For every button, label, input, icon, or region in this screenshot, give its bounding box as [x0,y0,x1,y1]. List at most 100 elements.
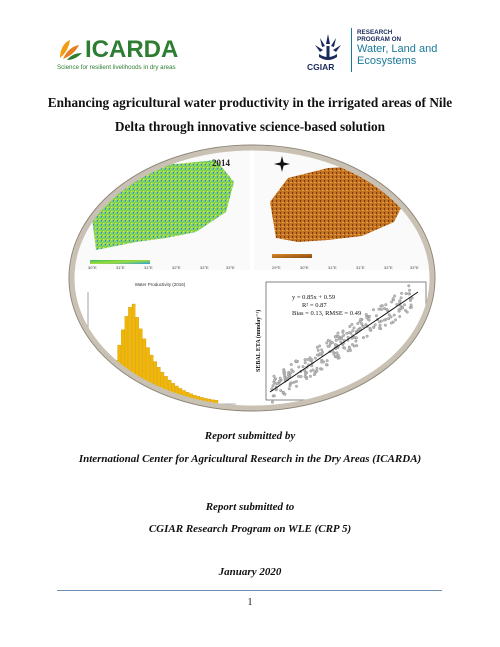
scatter-point [271,384,275,388]
scatter-point [315,369,319,373]
scatter-point [336,353,340,357]
scatter-point [283,392,287,396]
scatter-point [305,371,309,375]
scatter-point [378,326,381,330]
svg-text:32°E: 32°E [384,265,393,270]
histogram-bar [124,316,129,405]
scatter-point [378,320,382,324]
scatter-point [289,371,293,375]
scatter-point [320,360,324,364]
histogram-bar [149,354,154,405]
scatter-point [354,339,358,343]
scatter-point [310,358,314,362]
scatter-point [347,331,351,335]
scatter-point [310,364,314,368]
histogram-title: Water Productivity (2016) [135,282,186,287]
scatter-ylabel: SEBAL ETA (mmday⁻¹) [255,310,262,372]
scatter-point [312,373,316,377]
scatter-point [346,335,350,339]
histogram-bar [99,396,103,405]
scatter-point [387,317,391,321]
histogram-bar [103,391,107,405]
svg-text:32°E: 32°E [172,265,181,270]
svg-text:32°E: 32°E [200,265,209,270]
scatter-point [295,379,298,383]
scatter-point [405,310,409,314]
scatter-point [325,359,329,363]
scatter-point [305,377,309,381]
scatter-point [301,365,305,369]
scatter-point [373,323,377,327]
scatter-point [398,315,402,318]
scatter-point [281,391,285,394]
scatter-point [336,331,340,335]
scatter-point [289,381,293,385]
histogram-bar [157,367,161,405]
icarda-leaf-icon [60,40,82,60]
scatter-point [273,378,277,382]
scatter-point [404,308,407,312]
scatter-point [303,358,307,362]
scatter-point [294,359,298,363]
scatter-point [278,376,282,380]
scatter-point [349,348,352,352]
scatter-point [277,379,281,383]
footer-rule [57,590,442,591]
svg-text:33°E: 33°E [226,265,235,270]
scatter-point [389,315,393,319]
histogram-bar [135,317,139,405]
report-title: Enhancing agricultural water productivit… [47,95,453,134]
submitted-by-label: Report submitted by [204,430,296,442]
scatter-point [325,341,329,345]
cgiar-emblem-icon [315,34,341,60]
scatter-point [292,380,296,384]
scatter-point [313,356,317,360]
scatter-point [343,346,347,350]
scatter-point [321,350,325,354]
scatter-point [384,303,388,307]
scatter-point [334,335,337,339]
scatter-point [272,394,276,398]
svg-text:29°E: 29°E [272,265,281,270]
page-number: 1 [247,597,253,608]
scatter-point [326,338,330,342]
histogram-bar [95,400,100,405]
histogram-bar [142,338,147,405]
scatter-point [297,365,301,369]
histogram-bar [110,373,114,405]
scatter-point [364,312,368,316]
scatter-point [348,325,352,328]
scatter-point [316,348,320,352]
scatter-point [291,369,295,373]
scatter-point [309,369,313,373]
svg-text:30°E: 30°E [88,265,97,270]
program-line-2: PROGRAM ON [357,36,402,43]
scatter-point [339,340,343,344]
scatter-point [345,331,349,335]
scatter-point [407,284,411,288]
scatter-point [308,374,312,378]
scatter-point [394,318,398,322]
scatter-point [378,323,382,327]
scatter-point [380,304,384,308]
scatter-point [346,349,350,353]
scatter-point [279,389,283,392]
scatter-point [372,308,375,312]
scatter-point [315,345,319,349]
scatter-point [372,325,376,329]
scatter-point [340,337,343,341]
scatter-point [367,318,371,322]
scatter-point [409,305,413,309]
scatter-point [389,321,393,325]
histogram-bar [146,347,150,405]
scatter-point [320,348,324,352]
scatter-point [360,322,364,326]
scatter-point [356,322,360,325]
scatter-point [295,384,298,388]
scatter-point [330,341,334,345]
histogram-bar [106,384,111,405]
scatter-point [407,292,411,296]
scatter-point [382,318,386,322]
scatter-point [303,361,307,365]
scatter-point [316,353,319,357]
